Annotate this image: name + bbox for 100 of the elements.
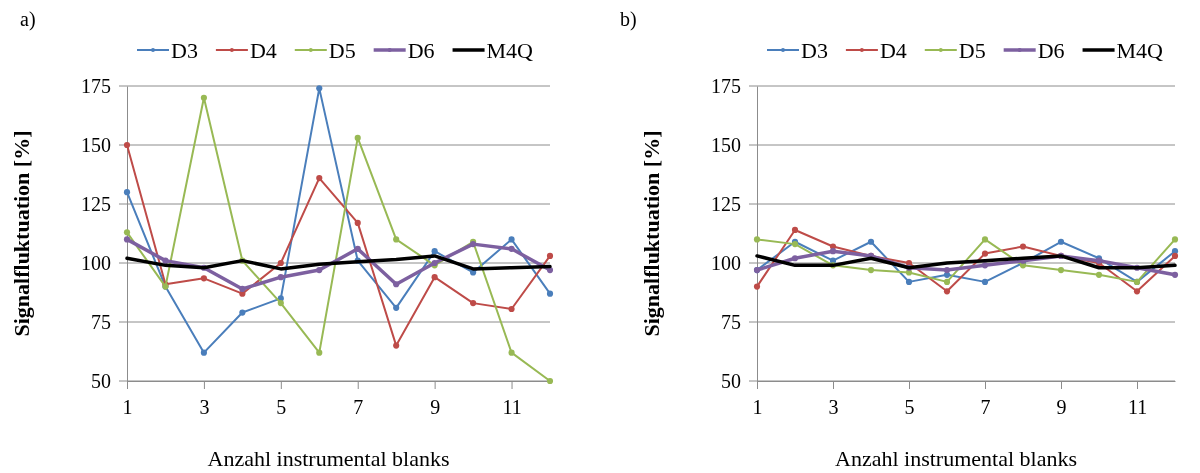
point xyxy=(354,245,361,252)
chart-title: b) xyxy=(620,8,637,31)
x-tick-label: 7 xyxy=(353,396,364,418)
legend-label: D4 xyxy=(879,38,907,63)
y-tick-label: 150 xyxy=(81,133,111,156)
point xyxy=(508,305,515,313)
y-tick-label: 50 xyxy=(91,369,111,392)
point xyxy=(316,174,323,182)
point xyxy=(508,236,515,243)
y-tick-label: 100 xyxy=(81,251,111,274)
point xyxy=(753,283,761,290)
point xyxy=(508,349,515,356)
x-tick-label: 5 xyxy=(904,396,915,418)
legend-label: D3 xyxy=(171,38,198,63)
point xyxy=(393,236,400,243)
point xyxy=(200,94,207,101)
point xyxy=(123,141,131,149)
y-tick-label: 150 xyxy=(711,133,741,156)
y-tick-label: 125 xyxy=(711,192,741,215)
y-tick-label: 175 xyxy=(711,74,741,97)
legend-label: D5 xyxy=(328,38,356,63)
point xyxy=(470,300,477,307)
chart-title: a) xyxy=(20,8,36,31)
line-series xyxy=(755,254,1177,270)
point xyxy=(1057,238,1065,245)
point xyxy=(546,290,554,297)
point xyxy=(431,248,438,255)
point xyxy=(546,377,554,385)
point xyxy=(277,259,284,267)
x-axis-title: Anzahl instrumental blanks xyxy=(835,446,1077,471)
point xyxy=(1057,267,1065,274)
point xyxy=(431,274,438,281)
x-axis-title: Anzahl instrumental blanks xyxy=(207,446,450,471)
point xyxy=(239,309,246,316)
x-tick-label: 7 xyxy=(980,396,991,418)
point xyxy=(508,245,515,252)
point xyxy=(943,278,951,285)
point xyxy=(239,285,246,293)
point xyxy=(943,271,951,278)
point xyxy=(1171,271,1179,278)
point xyxy=(393,304,400,311)
point xyxy=(316,85,323,92)
legend-label: D5 xyxy=(958,38,986,63)
point xyxy=(981,250,989,257)
point xyxy=(162,257,169,264)
y-tick-label: 75 xyxy=(91,310,111,333)
point xyxy=(393,342,400,349)
x-tick-label: 9 xyxy=(1056,396,1067,418)
x-tick-label: 5 xyxy=(276,396,287,418)
point xyxy=(546,252,554,259)
point xyxy=(981,278,989,285)
x-tick-label: 1 xyxy=(752,396,763,418)
legend-label: D3 xyxy=(801,38,828,63)
point xyxy=(123,189,131,196)
point xyxy=(1095,271,1103,278)
legend-label: M4Q xyxy=(486,38,534,63)
point xyxy=(354,134,361,141)
point xyxy=(1171,252,1179,259)
point xyxy=(829,248,837,255)
point xyxy=(277,300,284,307)
point xyxy=(791,255,799,262)
legend-label: D4 xyxy=(249,38,277,63)
y-tick-label: 175 xyxy=(81,74,111,97)
point xyxy=(867,238,875,245)
point xyxy=(981,236,989,243)
point xyxy=(354,219,361,226)
point xyxy=(867,267,875,274)
point xyxy=(943,288,951,295)
point xyxy=(200,275,207,282)
point xyxy=(123,236,131,243)
point xyxy=(905,278,913,285)
y-tick-label: 75 xyxy=(721,310,741,333)
point xyxy=(546,267,554,274)
y-axis-title: Signalfluktuation [%] xyxy=(9,130,34,337)
x-tick-label: 9 xyxy=(430,396,441,418)
y-tick-label: 100 xyxy=(711,251,741,274)
x-tick-label: 3 xyxy=(199,396,210,418)
point xyxy=(277,274,284,281)
point xyxy=(123,229,131,236)
point xyxy=(316,267,323,274)
point xyxy=(753,236,761,243)
y-tick-label: 125 xyxy=(81,192,111,215)
point xyxy=(1019,243,1027,250)
point xyxy=(316,349,323,356)
legend-label: M4Q xyxy=(1116,38,1164,63)
x-tick-label: 11 xyxy=(1127,396,1148,418)
point xyxy=(981,262,989,269)
point xyxy=(905,259,913,267)
point xyxy=(1133,288,1141,295)
point xyxy=(791,226,799,234)
x-tick-label: 1 xyxy=(122,396,133,418)
x-tick-label: 11 xyxy=(502,396,522,418)
point xyxy=(943,267,951,274)
point xyxy=(1171,236,1179,243)
point xyxy=(200,349,207,356)
point xyxy=(393,281,400,288)
y-tick-label: 50 xyxy=(721,369,741,392)
x-tick-label: 3 xyxy=(828,396,839,418)
legend-label: D6 xyxy=(1037,38,1065,63)
legend-label: D6 xyxy=(407,38,435,63)
